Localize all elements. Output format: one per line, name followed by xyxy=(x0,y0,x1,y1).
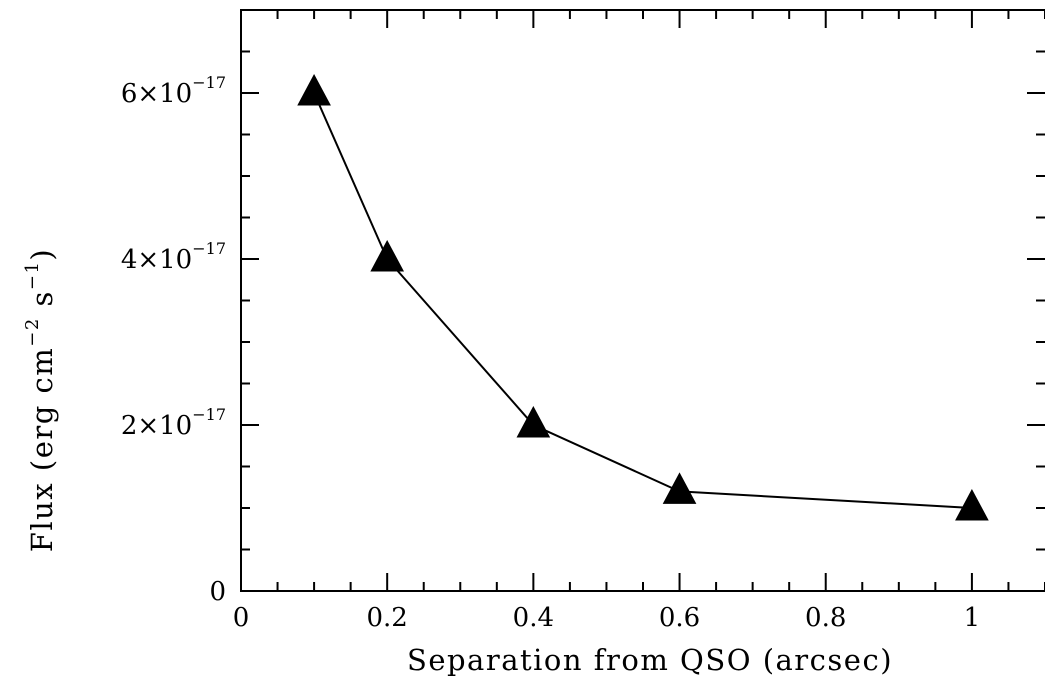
y-tick-label: 6×10−17 xyxy=(121,73,226,109)
y-axis-title-suffix: ) xyxy=(25,248,59,261)
y-tick-label: 0 xyxy=(209,577,226,607)
y-tick-mantissa: 4×10 xyxy=(121,245,192,275)
y-axis-title-exp2: −1 xyxy=(22,261,43,291)
y-tick-exponent: −17 xyxy=(192,405,226,424)
data-point-marker xyxy=(297,73,331,106)
y-tick-mantissa: 0 xyxy=(209,577,226,607)
x-tick-label: 0.8 xyxy=(805,603,846,633)
y-axis-title-exp1: −2 xyxy=(22,317,43,347)
y-tick-label: 4×10−17 xyxy=(121,239,226,275)
x-tick-label: 0 xyxy=(233,603,250,633)
data-point-marker xyxy=(955,488,989,521)
x-tick-label: 0.6 xyxy=(659,603,700,633)
x-tick-labels: 0 0.2 0.4 0.6 0.8 1 xyxy=(233,603,980,633)
x-tick-label: 0.4 xyxy=(513,603,554,633)
data-point-marker xyxy=(370,239,405,272)
x-tick-label: 0.2 xyxy=(367,603,408,633)
x-axis-title: Separation from QSO (arcsec) xyxy=(407,643,893,677)
y-tick-mantissa: 6×10 xyxy=(121,79,192,109)
plot-frame xyxy=(240,9,1045,592)
y-tick-label: 2×10−17 xyxy=(121,405,226,441)
x-tick-label: 1 xyxy=(964,603,981,633)
y-tick-mantissa: 2×10 xyxy=(121,411,192,441)
data-markers xyxy=(297,73,989,521)
data-point-marker xyxy=(516,405,551,438)
series-line xyxy=(313,92,972,509)
y-axis-title: Flux (erg cm−2 s−1) xyxy=(22,248,59,553)
y-axis-title-prefix: Flux (erg cm xyxy=(25,347,59,553)
y-tick-labels: 02×10−174×10−176×10−17 xyxy=(121,73,226,607)
axis-ticks xyxy=(240,9,1045,592)
y-tick-exponent: −17 xyxy=(192,73,226,92)
y-tick-exponent: −17 xyxy=(192,239,226,258)
data-point-marker xyxy=(662,472,697,504)
y-axis-title-mid: s xyxy=(25,290,59,317)
